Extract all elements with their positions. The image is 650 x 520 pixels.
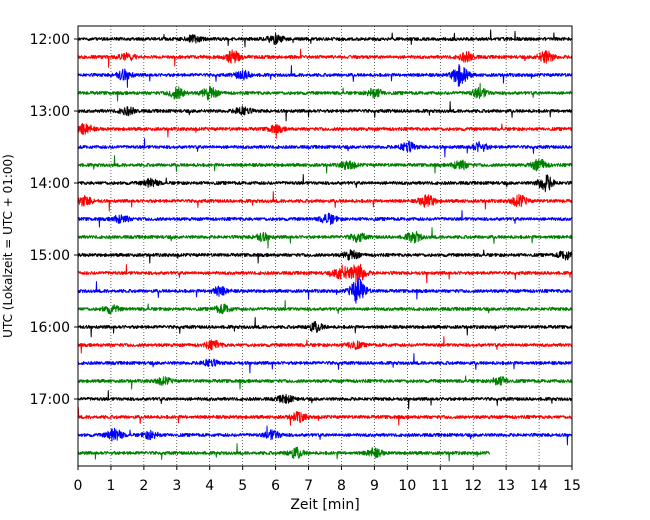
x-tick-label: 6 xyxy=(271,478,280,494)
trace-line-1345 xyxy=(77,155,573,174)
y-tick-label: 16:00 xyxy=(30,320,70,336)
trace-line-1545 xyxy=(77,300,573,315)
x-tick-label: 8 xyxy=(337,478,346,494)
trace-line-1445 xyxy=(77,227,573,249)
trace-line-1600 xyxy=(77,317,573,338)
trace-line-1700 xyxy=(77,390,573,410)
x-tick-label: 4 xyxy=(205,478,214,494)
x-axis-label: Zeit [min] xyxy=(290,497,359,513)
x-tick-label: 3 xyxy=(172,478,181,494)
trace-line-1615 xyxy=(77,336,573,354)
trace-line-1630 xyxy=(77,353,573,374)
trace-line-1245 xyxy=(77,82,573,102)
trace-line-1330 xyxy=(77,138,573,158)
vertical-grid xyxy=(110,26,540,466)
trace-line-1200 xyxy=(77,29,573,48)
x-tick-label: 13 xyxy=(497,478,515,494)
plot-frame xyxy=(77,25,573,467)
trace-line-1315 xyxy=(77,122,573,139)
trace-line-1530 xyxy=(77,277,573,304)
trace-rows xyxy=(77,29,573,462)
y-tick-label: 12:00 xyxy=(30,32,70,48)
trace-line-1745 xyxy=(77,443,491,462)
x-tick-label: 9 xyxy=(370,478,379,494)
trace-line-1515 xyxy=(77,263,573,284)
trace-line-1300 xyxy=(77,101,573,122)
x-tick-label: 11 xyxy=(431,478,449,494)
y-tick-label: 14:00 xyxy=(30,176,70,192)
x-tick-label: 2 xyxy=(139,478,148,494)
x-tick-label: 1 xyxy=(106,478,115,494)
x-axis-ticks: 0 1 2 3 4 5 6 7 8 9 10 11 12 13 14 15 xyxy=(74,466,581,494)
x-tick-label: 7 xyxy=(304,478,313,494)
x-tick-label: 12 xyxy=(464,478,482,494)
trace-line-1415 xyxy=(77,191,573,212)
trace-line-1645 xyxy=(77,375,573,390)
trace-line-1400 xyxy=(77,174,573,193)
y-axis-ticks: 12:00 13:00 14:00 15:00 16:00 17:00 xyxy=(30,32,78,408)
y-tick-label: 17:00 xyxy=(30,392,70,408)
trace-line-1715 xyxy=(77,407,573,426)
trace-line-1215 xyxy=(77,48,573,68)
x-tick-label: 14 xyxy=(530,478,548,494)
x-tick-label: 0 xyxy=(74,478,83,494)
x-tick-label: 10 xyxy=(398,478,416,494)
trace-line-1230 xyxy=(77,63,573,88)
trace-line-1730 xyxy=(77,425,573,446)
x-tick-label: 15 xyxy=(563,478,581,494)
x-tick-label: 5 xyxy=(238,478,247,494)
y-tick-label: 13:00 xyxy=(30,104,70,120)
trace-line-1500 xyxy=(77,249,573,264)
trace-line-1430 xyxy=(77,210,573,228)
y-tick-label: 15:00 xyxy=(30,248,70,264)
y-axis-label: UTC (Lokalzeit = UTC + 01:00) xyxy=(1,154,15,338)
